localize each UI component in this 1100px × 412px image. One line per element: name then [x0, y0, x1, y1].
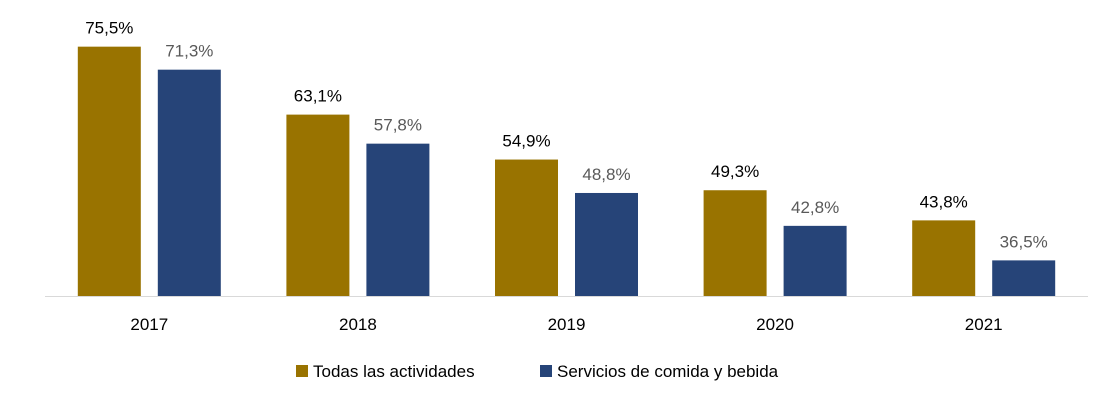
- data-label: 36,5%: [1000, 232, 1048, 251]
- data-label: 42,8%: [791, 198, 839, 217]
- legend-swatch-servicios: [540, 365, 552, 377]
- data-label: 75,5%: [85, 19, 133, 38]
- bar-todas-2019: [495, 159, 558, 296]
- legend-label-todas: Todas las actividades: [313, 362, 475, 381]
- legend-label-servicios: Servicios de comida y bebida: [557, 362, 779, 381]
- legend-swatch-todas: [296, 365, 308, 377]
- x-tick-label: 2020: [756, 315, 794, 334]
- bar-todas-2020: [703, 190, 767, 296]
- data-label: 57,8%: [374, 116, 422, 135]
- data-label: 48,8%: [582, 165, 630, 184]
- data-label: 54,9%: [502, 132, 550, 151]
- data-label: 49,3%: [711, 162, 759, 181]
- bar-servicios-2021: [992, 260, 1056, 296]
- bar-servicios-2020: [783, 225, 847, 296]
- bar-todas-2018: [286, 114, 350, 296]
- x-tick-label: 2021: [965, 315, 1003, 334]
- bar-todas-2021: [912, 220, 976, 296]
- x-tick-label: 2019: [548, 315, 586, 334]
- bar-servicios-2019: [575, 192, 638, 296]
- bar-todas-2017: [77, 46, 141, 296]
- data-label: 63,1%: [294, 87, 342, 106]
- data-label: 43,8%: [920, 192, 968, 211]
- bar-servicios-2018: [366, 143, 430, 296]
- data-label: 71,3%: [165, 42, 213, 61]
- bar-servicios-2017: [157, 69, 221, 297]
- x-tick-label: 2018: [339, 315, 377, 334]
- x-tick-label: 2017: [130, 315, 168, 334]
